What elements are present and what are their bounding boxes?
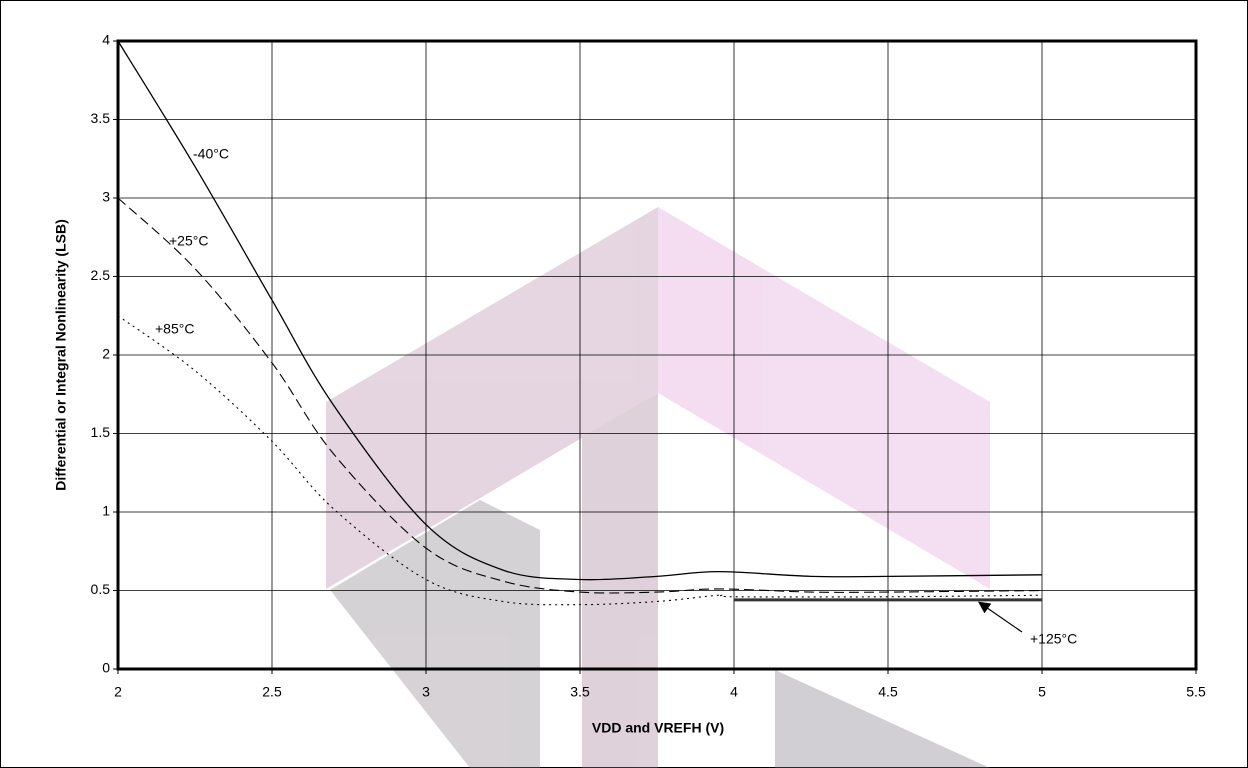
annotation-arrow — [978, 601, 1023, 633]
y-tick-label: 2 — [102, 346, 110, 362]
y-axis-title: Differential or Integral Nonlinearity (L… — [53, 219, 69, 490]
series-line — [117, 315, 1043, 606]
y-tick-label: 0.5 — [91, 581, 111, 597]
series-line — [117, 40, 1043, 581]
x-tick-label: 2 — [114, 684, 122, 700]
y-tick-label: 4 — [102, 32, 110, 48]
y-tick-label: 3.5 — [91, 110, 111, 126]
x-axis-title: VDD and VREFH (V) — [592, 720, 724, 736]
x-tick-label: 2.5 — [262, 684, 282, 700]
plot-frame — [116, 39, 1198, 671]
y-tick-label: 2.5 — [91, 267, 111, 283]
y-tick-label: 0 — [102, 660, 110, 676]
x-tick-label: 4.5 — [878, 684, 898, 700]
series-line — [117, 197, 1043, 594]
x-tick-label: 5 — [1038, 684, 1046, 700]
series-label: -40°C — [193, 146, 229, 162]
watermark — [326, 207, 990, 768]
y-tick-label: 1.5 — [91, 424, 111, 440]
series-label: +25°C — [169, 233, 208, 249]
x-tick-label: 4 — [730, 684, 738, 700]
y-tick-label: 1 — [102, 503, 110, 519]
x-tick-label: 3 — [422, 684, 430, 700]
series-label: +125°C — [1030, 631, 1077, 647]
x-tick-label: 3.5 — [570, 684, 590, 700]
x-tick-label: 5.5 — [1186, 684, 1206, 700]
y-tick-label: 3 — [102, 189, 110, 205]
series-label: +85°C — [155, 321, 194, 337]
